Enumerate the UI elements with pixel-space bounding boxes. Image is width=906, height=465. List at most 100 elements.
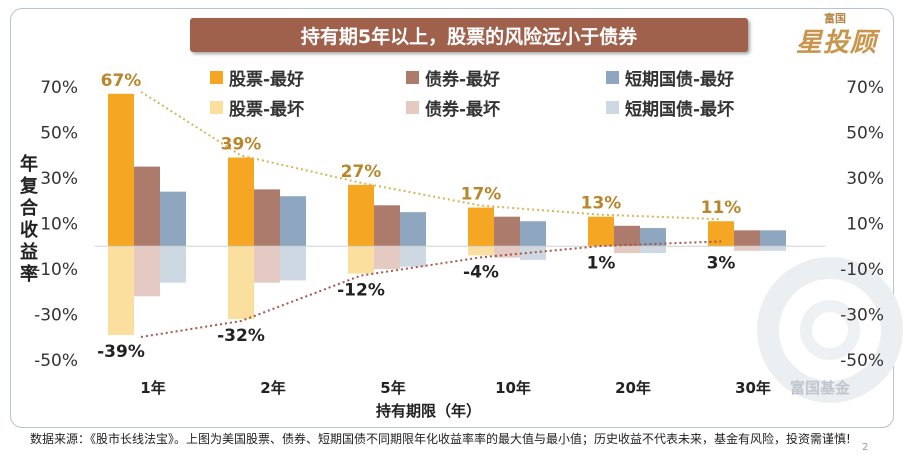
chart-title: 持有期5年以上，股票的风险远小于债券 — [190, 18, 748, 52]
legend-item: 股票-最好 — [210, 65, 304, 90]
bar-bond-worst — [134, 246, 160, 297]
worst-value-label: -32% — [217, 326, 265, 346]
legend-label: 股票-最好 — [229, 70, 305, 90]
bar-stock-best — [588, 216, 614, 247]
watermark-inner — [800, 300, 860, 360]
bar-bond-best — [134, 166, 160, 247]
watermark-ring — [757, 257, 903, 403]
x-axis-label: 持有期限（年） — [376, 402, 482, 420]
y-tick-right: 30% — [846, 169, 884, 189]
worst-value-label: 1% — [587, 253, 616, 273]
y-tick-right: 10% — [846, 215, 884, 235]
legend-item: 债券-最坏 — [406, 95, 500, 120]
worst-value-label: 3% — [707, 253, 736, 273]
axes: 70% 70% 50% 50% 30% 30% 10% 10% -10% -10% -30% -30%… — [34, 78, 884, 397]
bars — [108, 93, 786, 335]
bar-tbill-worst — [760, 246, 786, 251]
logo-small-text: 富国 — [824, 12, 846, 25]
y-tick-left: -30% — [34, 306, 78, 326]
bar-bond-worst — [494, 246, 520, 258]
bar-stock-best — [108, 93, 134, 247]
bar-bond-best — [374, 205, 400, 247]
legend-item: 短期国债-最好 — [606, 65, 734, 90]
x-tick-label: 30年 — [735, 379, 771, 397]
legend-swatch — [606, 71, 619, 84]
x-tick-label: 10年 — [495, 379, 531, 397]
bar-stock-worst — [468, 246, 494, 256]
bar-stock-best — [348, 184, 374, 247]
bar-bond-best — [734, 230, 760, 247]
best-value-label: 11% — [701, 198, 742, 218]
bar-stock-worst — [348, 246, 374, 274]
legend-swatch — [406, 101, 419, 114]
bar-stock-worst — [228, 246, 254, 320]
y-tick-left: -10% — [34, 260, 78, 280]
bar-tbill-worst — [520, 246, 546, 260]
legend-label: 债券-最坏 — [425, 100, 501, 120]
legend-label: 债券-最好 — [425, 70, 501, 90]
worst-value-label: -4% — [463, 262, 499, 282]
trend-lines — [140, 90, 722, 338]
best-value-label: 67% — [101, 71, 142, 91]
bar-tbill-worst — [400, 246, 426, 267]
ylabel-char: 合 — [20, 198, 38, 219]
bar-stock-worst — [108, 246, 134, 335]
ylabel-char: 收 — [20, 220, 38, 241]
legend-label: 短期国债-最坏 — [625, 100, 735, 120]
bar-bond-best — [254, 189, 280, 247]
legend-item: 短期国债-最坏 — [606, 95, 734, 120]
bar-bond-best — [614, 225, 640, 247]
legend-swatch — [210, 101, 223, 114]
y-tick-right: -50% — [840, 351, 884, 371]
bar-bond-worst — [254, 246, 280, 283]
footnote: 数据来源：《股市长线法宝》。上图为美国股票、债券、短期国债不同期限年化收益率率的… — [30, 432, 851, 446]
brand-logo: 富国 星投顾 — [796, 10, 892, 58]
data-labels: 67% 39% 27% 17% 13% 11% -39% -32% -12% -4% 1% 3% — [97, 71, 741, 362]
bar-tbill-worst — [640, 246, 666, 254]
y-tick-right: 70% — [846, 78, 884, 98]
ylabel-char: 率 — [20, 264, 38, 285]
bar-tbill-best — [400, 212, 426, 247]
worst-trend-line — [140, 240, 722, 338]
best-value-label: 27% — [341, 162, 382, 182]
ylabel-char: 复 — [20, 176, 38, 197]
logo-big-text: 星投顾 — [796, 28, 878, 58]
worst-value-label: -12% — [337, 281, 385, 301]
x-tick-label: 20年 — [615, 379, 651, 397]
ylabel-char: 年 — [20, 154, 38, 175]
bar-tbill-best — [760, 230, 786, 247]
bar-stock-best — [228, 157, 254, 247]
y-tick-right: -30% — [840, 306, 884, 326]
watermark-text: 富国基金 — [790, 379, 851, 397]
y-tick-left: 50% — [40, 124, 78, 144]
x-tick-label: 5年 — [380, 379, 405, 397]
watermark-emblem — [757, 257, 903, 403]
bar-bond-worst — [374, 246, 400, 269]
x-tick-label: 1年 — [140, 379, 165, 397]
bar-bond-worst — [614, 246, 640, 254]
ylabel-char: 益 — [20, 242, 38, 263]
legend-swatch — [406, 71, 419, 84]
legend-swatch — [606, 101, 619, 114]
bar-stock-best — [468, 207, 494, 247]
worst-value-label: -39% — [97, 342, 145, 362]
bar-tbill-best — [640, 228, 666, 247]
y-tick-left: 70% — [40, 78, 78, 98]
bar-bond-best — [494, 216, 520, 247]
legend-item: 股票-最坏 — [210, 95, 304, 120]
best-value-label: 17% — [461, 185, 502, 205]
bar-tbill-worst — [160, 246, 186, 283]
legend-item: 债券-最好 — [406, 65, 500, 90]
x-tick-label: 2年 — [260, 379, 285, 397]
bar-tbill-best — [160, 191, 186, 247]
y-tick-right: 50% — [846, 124, 884, 144]
bar-tbill-best — [280, 196, 306, 247]
bar-stock-best — [708, 221, 734, 247]
y-tick-left: 30% — [40, 169, 78, 189]
y-tick-left: -50% — [34, 351, 78, 371]
legend-label: 股票-最坏 — [229, 100, 305, 120]
bar-bond-worst — [734, 246, 760, 251]
page-number: 2 — [862, 442, 869, 453]
